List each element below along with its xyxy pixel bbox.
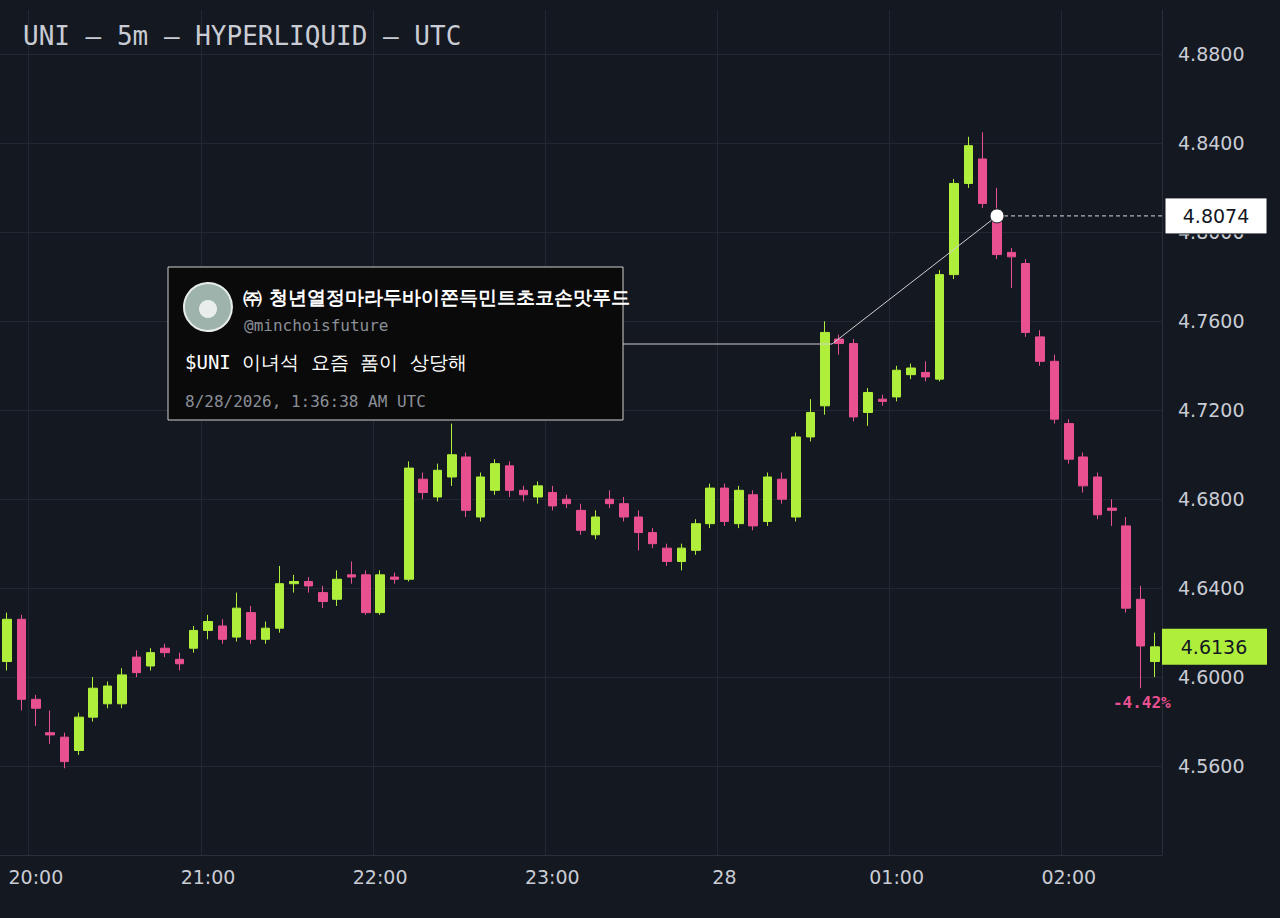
svg-text:4.5600: 4.5600 [1178, 755, 1244, 777]
svg-text:4.8400: 4.8400 [1178, 132, 1244, 154]
svg-text:4.7200: 4.7200 [1178, 399, 1244, 421]
svg-text:4.6400: 4.6400 [1178, 577, 1244, 599]
svg-text:㈜ 청년열정마라두바이쫀득민트초코손맛푸드: ㈜ 청년열정마라두바이쫀득민트초코손맛푸드 [243, 286, 630, 308]
svg-text:-4.42%: -4.42% [1113, 693, 1171, 712]
svg-text:20:00: 20:00 [8, 866, 63, 888]
svg-text:4.8800: 4.8800 [1178, 43, 1244, 65]
svg-text:$UNI 이녀석 요즘 폼이 상당해: $UNI 이녀석 요즘 폼이 상당해 [185, 351, 467, 373]
svg-text:4.6000: 4.6000 [1178, 666, 1244, 688]
svg-text:01:00: 01:00 [869, 866, 924, 888]
svg-text:23:00: 23:00 [525, 866, 580, 888]
svg-text:21:00: 21:00 [181, 866, 236, 888]
svg-text:UNI — 5m — HYPERLIQUID — UTC: UNI — 5m — HYPERLIQUID — UTC [23, 21, 461, 51]
svg-text:22:00: 22:00 [353, 866, 408, 888]
svg-text:4.6136: 4.6136 [1181, 636, 1247, 658]
svg-text:@minchoisfuture: @minchoisfuture [244, 316, 389, 335]
svg-text:4.6800: 4.6800 [1178, 488, 1244, 510]
svg-text:02:00: 02:00 [1041, 866, 1096, 888]
svg-text:4.8074: 4.8074 [1183, 205, 1249, 227]
svg-text:8/28/2026, 1:36:38 AM UTC: 8/28/2026, 1:36:38 AM UTC [185, 392, 426, 411]
svg-text:28: 28 [712, 866, 736, 888]
svg-text:4.7600: 4.7600 [1178, 310, 1244, 332]
